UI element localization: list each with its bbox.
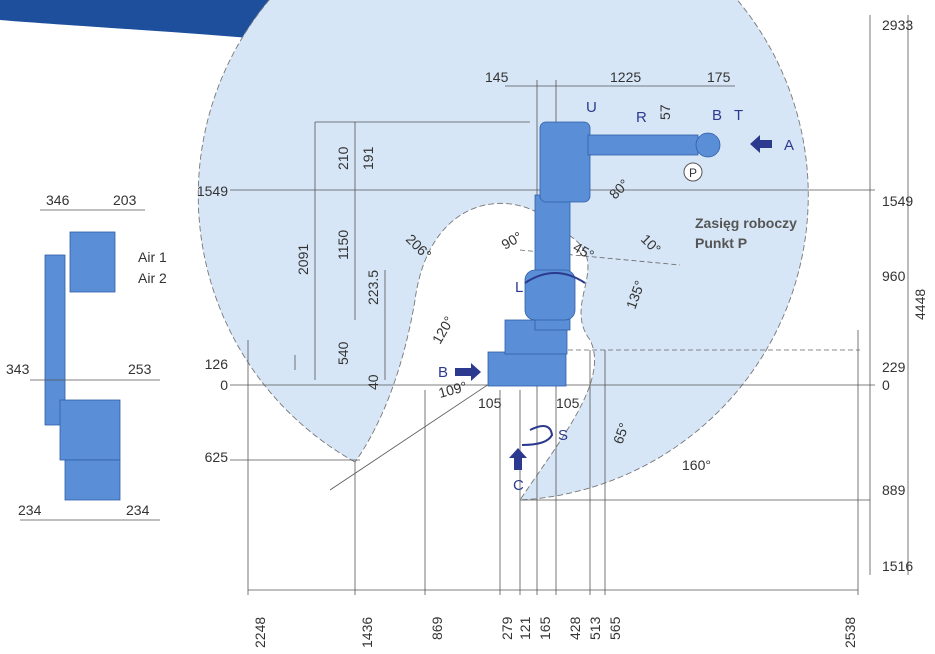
left-dim: 625 [205,449,229,465]
work-area-point: Punkt P [695,235,747,251]
side-dim: 346 [46,192,70,208]
motion-arrows [455,135,772,470]
right-dim: 960 [882,268,906,284]
point-marker-label: P [689,166,697,180]
top-dim: 175 [707,69,731,85]
vertical-dim: 40 [365,374,381,390]
vertical-dim: 540 [335,341,351,365]
bottom-dim: 565 [607,616,623,640]
right-dim: 1516 [882,558,913,574]
top-dim: 1225 [610,69,641,85]
vertical-dim: 223.5 [365,270,381,305]
right-dim: 889 [882,482,906,498]
axis-label: B [438,364,448,381]
axis-label: B [712,107,722,124]
work-area-title: Zasięg roboczy [695,215,797,231]
angle: 160° [682,457,711,473]
dimension-lines [230,15,909,595]
bottom-dim: 2538 [842,617,858,648]
side-dim: 203 [113,192,137,208]
bottom-dim: 165 [537,616,553,640]
side-dim: 234 [126,502,150,518]
work-envelope [197,0,809,501]
right-dim: 0 [882,377,890,393]
vertical-dim: 191 [360,146,376,170]
bottom-dim: 513 [587,616,603,640]
axis-label: C [513,477,524,494]
axis-label: R [636,109,647,126]
side-dim: 253 [128,361,152,377]
side-dim: 343 [6,361,30,377]
right-dim: 2933 [882,17,913,33]
offset-dim: 105 [478,395,502,411]
top-dim: 57 [657,104,673,120]
vertical-dim: 2091 [295,244,311,275]
angle: 120° [429,313,457,346]
port-label: Air 2 [138,270,167,286]
side-dim: 234 [18,502,42,518]
bottom-dim: 279 [499,616,515,640]
vertical-dim: 210 [335,146,351,170]
right-dim: 1549 [882,193,913,209]
robot-main [487,121,721,387]
angle: 90° [499,228,525,252]
top-dim: 145 [485,69,509,85]
bottom-dim: 1436 [359,617,375,648]
right-dim: 229 [882,359,906,375]
bottom-dim: 121 [517,616,533,640]
left-dim: 126 [205,356,229,372]
angle: 109° [437,378,469,401]
axis-label: T [734,107,743,124]
axis-label: U [586,99,597,116]
robot-side [20,209,160,521]
left-dim: 1549 [197,183,228,199]
bottom-dim: 428 [567,616,583,640]
vertical-dim: 1150 [335,230,351,260]
angle: 65° [610,421,632,446]
axis-label: A [784,137,794,154]
point-marker [683,162,703,182]
left-dim: 0 [220,377,228,393]
port-label: Air 1 [138,249,167,265]
offset-dim: 105 [556,395,580,411]
bottom-dim: 869 [429,616,445,640]
bottom-dim: 2248 [252,617,268,648]
axis-label: L [515,279,523,296]
axis-label: S [558,427,568,444]
total-height: 4448 [912,289,928,320]
